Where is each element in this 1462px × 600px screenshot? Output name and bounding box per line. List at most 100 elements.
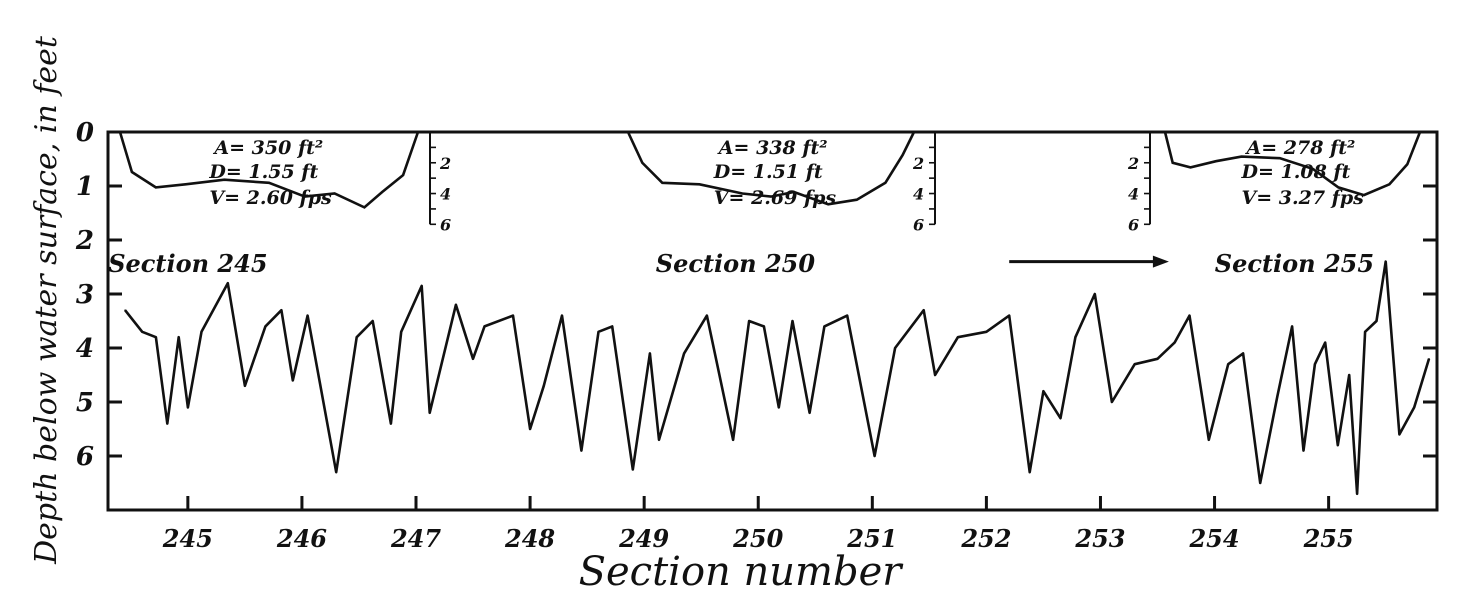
depth-point-48 — [985, 331, 988, 333]
section-label-1: Section 250 — [656, 249, 816, 278]
x-tick-label-253: 253 — [1074, 524, 1125, 553]
section-label-2: Section 255 — [1215, 249, 1374, 278]
depth-point-36 — [748, 320, 750, 322]
y-tick-label-6: 6 — [76, 442, 94, 472]
depth-point-63 — [1259, 482, 1261, 484]
x-tick-label-250: 250 — [732, 524, 783, 553]
depth-point-28 — [597, 331, 600, 333]
cross-section-255-area: A= 278 ft² — [1245, 137, 1356, 159]
depth-point-54 — [1094, 293, 1096, 295]
depth-point-67 — [1314, 363, 1316, 366]
x-tick-label-246: 246 — [276, 524, 327, 553]
depth-point-52 — [1059, 417, 1062, 420]
depth-point-1 — [141, 331, 143, 333]
depth-point-71 — [1356, 493, 1358, 495]
x-tick-label-254: 254 — [1188, 524, 1239, 553]
depth-point-32 — [658, 439, 660, 441]
depth-point-24 — [529, 428, 531, 430]
y-tick-label-5: 5 — [76, 388, 94, 418]
x-tick-label-245: 245 — [162, 524, 213, 553]
depth-point-45 — [922, 309, 925, 312]
depth-point-8 — [244, 385, 246, 387]
depth-point-46 — [934, 374, 936, 376]
cross-section-245-area: A= 350 ft² — [212, 137, 323, 159]
cross-section-250-scale-label-2: 2 — [912, 154, 924, 173]
depth-point-40 — [808, 412, 811, 414]
depth-point-74 — [1384, 260, 1387, 263]
depth-point-58 — [1173, 341, 1176, 344]
depth-point-55 — [1111, 401, 1113, 403]
depth-point-0 — [124, 309, 126, 312]
depth-point-65 — [1291, 325, 1293, 328]
depth-point-59 — [1188, 314, 1191, 317]
cross-section-250-scale-label-6: 6 — [913, 215, 924, 234]
depth-point-75 — [1398, 433, 1401, 436]
depth-point-10 — [280, 309, 283, 312]
depth-point-25 — [543, 385, 545, 387]
cross-section-250-mean-depth: D= 1.51 ft — [713, 161, 823, 183]
depth-point-21 — [472, 358, 474, 360]
depth-point-53 — [1074, 336, 1077, 339]
depth-point-42 — [846, 314, 848, 317]
cross-section-255-profile — [1163, 131, 1422, 197]
cross-section-255-scale-label-6: 6 — [1128, 215, 1139, 234]
depth-point-31 — [649, 352, 651, 355]
x-tick-label-249: 249 — [618, 524, 669, 553]
depth-profile-line-0 — [124, 260, 1431, 496]
depth-point-61 — [1227, 363, 1229, 366]
depth-point-39 — [791, 320, 794, 322]
y-tick-label-4: 4 — [76, 334, 94, 364]
depth-point-23 — [512, 314, 514, 317]
depth-point-62 — [1242, 352, 1244, 355]
depth-point-51 — [1042, 390, 1045, 393]
depth-point-27 — [580, 449, 583, 452]
depth-point-56 — [1133, 363, 1136, 366]
depth-point-26 — [561, 314, 563, 317]
cross-section-255-scale-label-4: 4 — [1128, 185, 1139, 204]
depth-point-19 — [428, 412, 431, 414]
cross-section-250-area: A= 338 ft² — [717, 137, 828, 159]
depth-point-35 — [732, 439, 734, 441]
depth-point-29 — [611, 325, 613, 328]
depth-point-60 — [1208, 439, 1210, 441]
depth-point-69 — [1337, 444, 1339, 447]
x-tick-label-248: 248 — [504, 524, 555, 553]
cross-section-245-scale-label-2: 2 — [439, 154, 451, 173]
x-axis-title: Section number — [579, 549, 905, 595]
depth-point-4 — [177, 336, 180, 339]
depth-point-15 — [371, 320, 374, 322]
plot-frame — [106, 130, 1439, 512]
depth-point-14 — [355, 336, 358, 339]
depth-point-49 — [1008, 314, 1010, 317]
section-label-0: Section 245 — [108, 249, 267, 278]
depth-point-7 — [227, 282, 229, 285]
cross-section-255-velocity: V= 3.27 fps — [1242, 187, 1365, 209]
depth-point-50 — [1028, 471, 1031, 474]
depth-point-38 — [778, 406, 780, 409]
depth-point-34 — [706, 314, 708, 317]
depth-point-3 — [166, 422, 169, 425]
x-tick-label-255: 255 — [1303, 524, 1354, 553]
x-tick-label-252: 252 — [960, 524, 1011, 553]
cross-section-245-profile — [118, 131, 420, 209]
depth-point-41 — [823, 325, 826, 328]
depth-point-30 — [632, 468, 634, 471]
depth-point-33 — [683, 352, 685, 355]
depth-point-64 — [1276, 395, 1279, 398]
depth-point-17 — [400, 331, 403, 333]
depth-point-43 — [873, 455, 876, 457]
cross-section-245-velocity: V= 2.60 fps — [209, 187, 332, 209]
depth-point-13 — [335, 471, 338, 474]
depth-point-68 — [1324, 341, 1326, 344]
y-axis-title: Depth below water surface, in feet — [29, 35, 64, 565]
cross-section-255-scale-label-2: 2 — [1127, 154, 1139, 173]
cross-section-250-scale-label-4: 4 — [913, 185, 924, 204]
depth-point-73 — [1375, 320, 1378, 322]
y-tick-label-2: 2 — [75, 226, 94, 256]
x-tick-label-251: 251 — [846, 524, 897, 553]
cross-section-245-scale-label-4: 4 — [440, 185, 451, 204]
depth-point-11 — [292, 379, 294, 382]
depth-point-72 — [1364, 331, 1366, 333]
depth-point-16 — [390, 422, 392, 425]
